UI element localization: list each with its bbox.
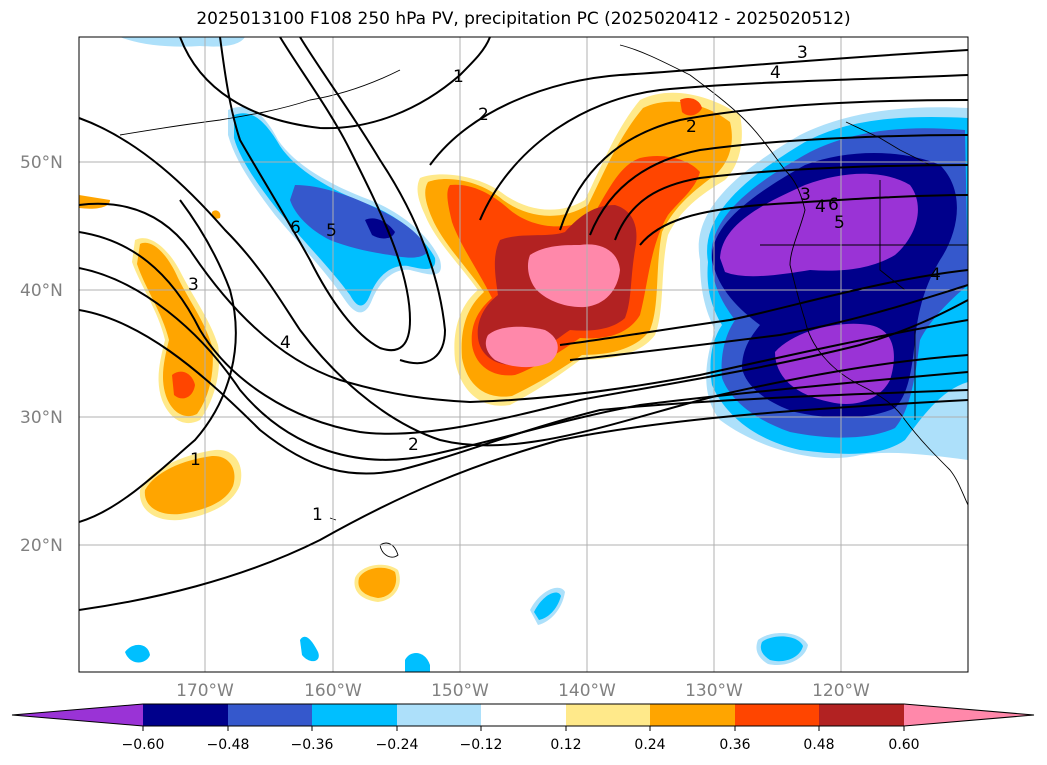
colorbar-bin <box>566 704 650 726</box>
colorbar-tick-label: 0.48 <box>803 737 834 753</box>
contour-label: 4 <box>815 197 826 217</box>
colorbar-tick-label: 0.12 <box>550 737 581 753</box>
gridlines <box>79 37 968 672</box>
coastlines <box>119 44 968 558</box>
colorbar-tick-label: −0.60 <box>122 737 165 753</box>
contour-label: 2 <box>408 435 419 455</box>
negative-anomaly-south-spots <box>125 587 808 672</box>
colorbar-bin <box>228 704 312 726</box>
positive-anomaly-central-pacific <box>417 92 742 406</box>
lat-label-30n: 30°N <box>20 408 63 428</box>
colorbar-bin <box>819 704 904 726</box>
lat-label-40n: 40°N <box>20 281 63 301</box>
contour-label: 5 <box>834 213 845 233</box>
contour-label: 3 <box>797 43 808 63</box>
colorbar-bin <box>650 704 735 726</box>
contour-label: 4 <box>930 265 941 285</box>
lon-label-120w: 120°W <box>812 681 870 701</box>
precipitation-shading <box>79 37 968 672</box>
colorbar-tick-label: 0.36 <box>719 737 750 753</box>
colorbar: −0.60 −0.48 −0.36 −0.24 −0.12 0.12 0.24 … <box>11 703 1035 753</box>
lat-label-50n: 50°N <box>20 153 63 173</box>
colorbar-tick-label: −0.12 <box>460 737 503 753</box>
colorbar-tick-label: 0.24 <box>634 737 665 753</box>
lon-label-170w: 170°W <box>176 681 234 701</box>
contour-label: 2 <box>478 105 489 125</box>
colorbar-bin <box>143 704 228 726</box>
contour-label: 4 <box>770 63 781 83</box>
pv-contour-labels: 1 2 3 4 6 5 3 4 2 1 1 2 3 4 6 5 4 <box>188 43 941 525</box>
contour-label: 1 <box>190 450 201 470</box>
lon-label-160w: 160°W <box>304 681 362 701</box>
contour-label: 3 <box>188 275 199 295</box>
contour-label: 1 <box>453 67 464 87</box>
lon-label-140w: 140°W <box>558 681 616 701</box>
map-title: 2025013100 F108 250 hPa PV, precipitatio… <box>196 9 851 29</box>
colorbar-extend-min <box>12 704 143 726</box>
lat-label-20n: 20°N <box>20 536 63 556</box>
contour-label: 2 <box>686 117 697 137</box>
positive-anomaly-west <box>79 195 400 602</box>
colorbar-bin <box>312 704 397 726</box>
colorbar-bin <box>481 704 566 726</box>
plot-frame <box>78 36 969 673</box>
contour-label: 1 <box>312 505 323 525</box>
contour-label: 6 <box>828 195 839 215</box>
colorbar-bin <box>397 704 481 726</box>
contour-label: 3 <box>800 185 811 205</box>
contour-label: 4 <box>280 333 291 353</box>
contour-label: 6 <box>290 218 301 238</box>
latitude-labels: 50°N 40°N 30°N 20°N <box>20 153 63 556</box>
negative-anomaly-west-coast <box>698 107 968 460</box>
pv-contours <box>79 37 968 611</box>
lon-label-130w: 130°W <box>685 681 743 701</box>
contour-label: 5 <box>326 221 337 241</box>
colorbar-tick-label: 0.60 <box>888 737 919 753</box>
colorbar-tick-label: −0.36 <box>291 737 334 753</box>
colorbar-tick-label: −0.48 <box>207 737 250 753</box>
longitude-labels: 170°W 160°W 150°W 140°W 130°W 120°W <box>176 681 870 701</box>
lon-label-150w: 150°W <box>431 681 489 701</box>
colorbar-tick-label: −0.24 <box>376 737 419 753</box>
colorbar-extend-max <box>904 704 1034 726</box>
colorbar-bin <box>735 704 819 726</box>
